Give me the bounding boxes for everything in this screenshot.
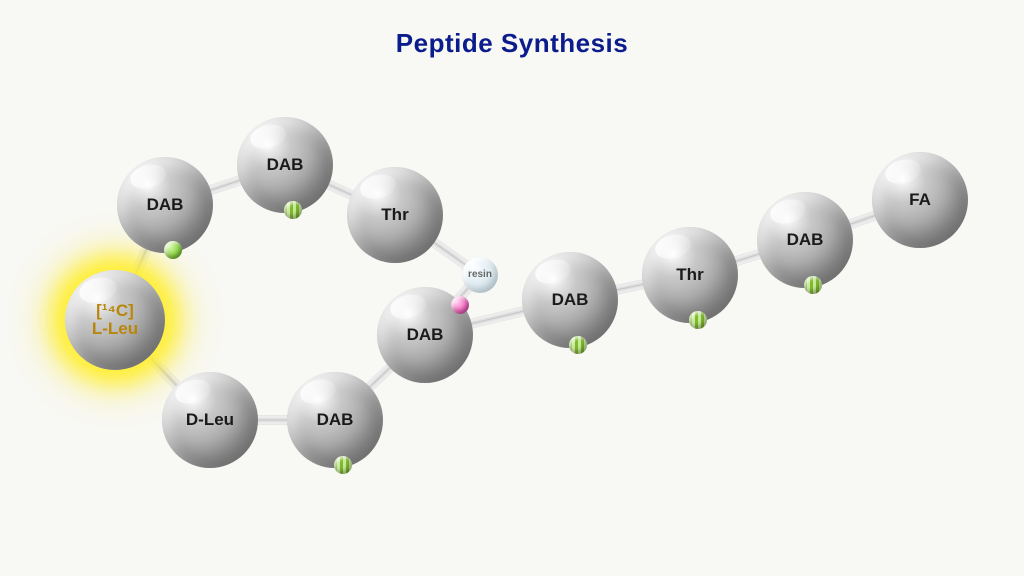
green-stripe-tag xyxy=(334,456,352,474)
node-label: DAB xyxy=(407,326,444,344)
node-label: Thr xyxy=(381,206,408,224)
node-label: DAB xyxy=(147,196,184,214)
green-tag xyxy=(164,241,182,259)
bond xyxy=(465,305,531,330)
node-label: DAB xyxy=(267,156,304,174)
node-thr1: Thr xyxy=(347,167,443,263)
node-lleu: [¹⁴C] L-Leu xyxy=(65,270,165,370)
node-dab2: DAB xyxy=(237,117,333,213)
node-label: Thr xyxy=(676,266,703,284)
green-stripe-tag xyxy=(569,336,587,354)
node-label: DAB xyxy=(552,291,589,309)
node-dab4: DAB xyxy=(287,372,383,468)
node-dab1: DAB xyxy=(117,157,213,253)
green-stripe-tag xyxy=(689,311,707,329)
node-label: DAB xyxy=(787,231,824,249)
node-thr2: Thr xyxy=(642,227,738,323)
node-resin: resin xyxy=(462,257,498,293)
green-stripe-tag xyxy=(284,201,302,219)
green-stripe-tag xyxy=(804,276,822,294)
node-fa: FA xyxy=(872,152,968,248)
diagram-stage: [¹⁴C] L-Leu DAB DAB Thr DAB DAB D-Leu resin DAB T… xyxy=(0,0,1024,576)
node-dleu: D-Leu xyxy=(162,372,258,468)
node-label: resin xyxy=(468,270,492,281)
node-dab6: DAB xyxy=(757,192,853,288)
node-label: FA xyxy=(909,191,931,209)
node-label: D-Leu xyxy=(186,411,234,429)
node-label: [¹⁴C] L-Leu xyxy=(92,302,138,338)
node-label: DAB xyxy=(317,411,354,429)
node-dab5: DAB xyxy=(522,252,618,348)
